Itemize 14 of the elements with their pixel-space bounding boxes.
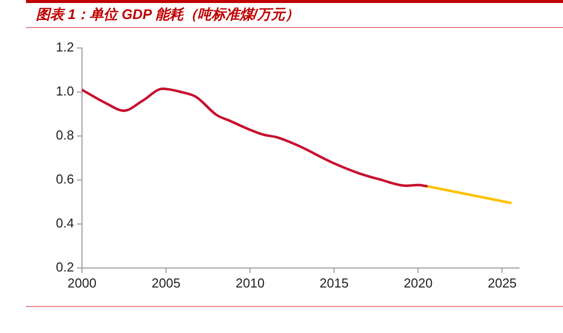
line-series xyxy=(82,87,428,188)
x-tick-label: 2005 xyxy=(152,275,180,290)
y-tick-label: 0.8 xyxy=(56,128,74,143)
y-tick-label: 0.2 xyxy=(56,260,74,275)
x-tick-label: 2020 xyxy=(404,275,433,290)
x-tick-label: 2010 xyxy=(236,275,265,290)
x-tick-label: 2015 xyxy=(320,275,349,290)
y-tick-label: 1.0 xyxy=(56,84,74,99)
y-tick-label: 0.4 xyxy=(56,216,74,231)
chart-title: 图表 1：单位 GDP 能耗（吨标准煤/万元） xyxy=(36,6,300,24)
y-tick-label: 1.2 xyxy=(56,40,74,55)
x-tick-label: 2000 xyxy=(68,275,96,290)
x-tick-label: 2025 xyxy=(488,275,517,290)
y-tick-label: 0.6 xyxy=(56,172,74,187)
